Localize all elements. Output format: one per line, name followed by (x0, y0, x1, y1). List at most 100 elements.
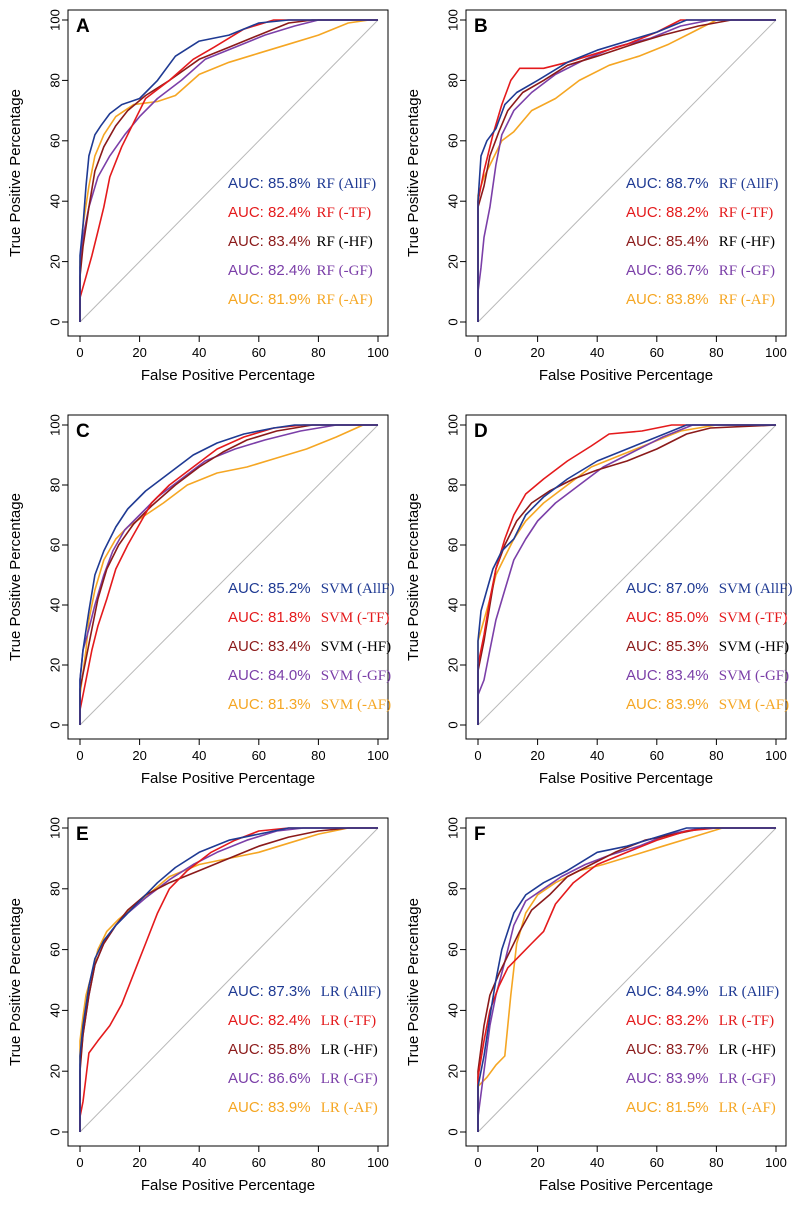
x-tick-label: 80 (709, 748, 723, 763)
x-tick-label: 20 (132, 748, 146, 763)
x-tick-label: 40 (192, 1155, 206, 1170)
roc-curve-af (79, 19, 378, 322)
chance-diagonal (477, 19, 777, 323)
y-tick-label: 20 (445, 254, 460, 268)
x-tick-label: 60 (650, 1155, 664, 1170)
legend-model-label: RF (AllF) (317, 176, 377, 192)
y-tick-label: 60 (445, 538, 460, 552)
x-tick-label: 40 (590, 345, 604, 360)
roc-curve-tf (477, 424, 776, 725)
roc-curve-gf (477, 827, 776, 1132)
legend-auc: AUC: 85.2% (228, 580, 315, 597)
plot-frame (465, 9, 787, 337)
roc-curve-hf (79, 424, 378, 725)
y-tick-label: 100 (445, 414, 460, 436)
x-axis-label: False Positive Percentage (141, 1177, 315, 1194)
legend-model-label: LR (-HF) (321, 1042, 378, 1058)
x-tick-label: 60 (252, 1155, 266, 1170)
x-tick-label: 40 (192, 748, 206, 763)
roc-panel-e: 0 20 40 60 80 100 0 20 40 60 80 100 False Positive P… (7, 817, 389, 1194)
x-tick-label: 20 (530, 345, 544, 360)
legend-model-label: SVM (-TF) (719, 610, 788, 626)
x-tick-label: 100 (765, 748, 787, 763)
legend-model-label: SVM (-AF) (321, 697, 391, 713)
y-tick-label: 40 (47, 1003, 62, 1017)
roc-curve-allf (477, 827, 776, 1132)
y-tick-label: 80 (47, 73, 62, 87)
legend-auc: AUC: 81.5% (626, 1099, 713, 1116)
legend-auc: AUC: 85.8% (228, 175, 311, 192)
x-tick-label: 60 (252, 748, 266, 763)
y-tick-label: 20 (47, 1064, 62, 1078)
legend-model-label: SVM (AllF) (719, 581, 793, 597)
legend-model-label: SVM (-HF) (719, 639, 789, 655)
y-tick-label: 80 (445, 478, 460, 492)
plot-frame (465, 817, 787, 1147)
y-tick-label: 40 (445, 598, 460, 612)
roc-panel-d: 0 20 40 60 80 100 0 20 40 60 80 100 False Positive P… (405, 414, 792, 787)
y-tick-label: 100 (47, 817, 62, 839)
y-tick-label: 20 (445, 1064, 460, 1078)
x-tick-label: 100 (765, 1155, 787, 1170)
x-tick-label: 100 (367, 748, 389, 763)
legend-model-label: SVM (-AF) (719, 697, 789, 713)
y-axis-label: True Positive Percentage (405, 493, 422, 661)
legend-auc: AUC: 83.8% (626, 291, 713, 308)
y-tick-label: 100 (445, 9, 460, 31)
legend-entry-af: AUC: 81.9% RF (-AF) (228, 291, 373, 308)
roc-curve-allf (79, 827, 378, 1132)
legend-auc: AUC: 81.9% (228, 291, 311, 308)
legend-model-label: SVM (-HF) (321, 639, 391, 655)
legend-auc: AUC: 81.3% (228, 696, 315, 713)
legend-auc: AUC: 88.7% (626, 175, 713, 192)
roc-curve-gf (477, 19, 776, 322)
y-tick-label: 80 (47, 882, 62, 896)
legend-entry-gf: AUC: 83.9% LR (-GF) (626, 1070, 776, 1087)
legend-entry-hf: AUC: 85.3% SVM (-HF) (626, 638, 789, 655)
x-tick-label: 100 (765, 345, 787, 360)
roc-curve-hf (79, 19, 378, 322)
plot-frame (465, 414, 787, 740)
y-axis-label: True Positive Percentage (7, 898, 24, 1066)
y-tick-label: 60 (47, 134, 62, 148)
legend-auc: AUC: 83.9% (626, 1070, 713, 1087)
legend-auc: AUC: 83.9% (228, 1099, 315, 1116)
legend-entry-af: AUC: 83.8% RF (-AF) (626, 291, 775, 308)
legend-auc: AUC: 83.4% (228, 233, 311, 250)
legend-model-label: LR (-GF) (321, 1071, 378, 1087)
x-tick-label: 60 (252, 345, 266, 360)
legend-entry-gf: AUC: 86.6% LR (-GF) (228, 1070, 378, 1087)
roc-curve-gf (79, 424, 378, 725)
legend-entry-tf: AUC: 81.8% SVM (-TF) (228, 609, 389, 626)
y-tick-label: 100 (445, 817, 460, 839)
roc-panel-c: 0 20 40 60 80 100 0 20 40 60 80 100 False Positive P… (7, 414, 394, 787)
legend-entry-allf: AUC: 88.7% RF (AllF) (626, 175, 778, 192)
y-tick-label: 100 (47, 414, 62, 436)
x-tick-label: 40 (590, 748, 604, 763)
y-tick-label: 60 (47, 538, 62, 552)
roc-curve-gf (477, 424, 776, 725)
legend-auc: AUC: 83.7% (626, 1041, 713, 1058)
legend-auc: AUC: 84.0% (228, 667, 315, 684)
legend-auc: AUC: 83.2% (626, 1012, 713, 1029)
legend-auc: AUC: 83.9% (626, 696, 713, 713)
legend-model-label: RF (-GF) (317, 263, 373, 279)
y-tick-label: 40 (445, 1003, 460, 1017)
legend-auc: AUC: 85.4% (626, 233, 713, 250)
panel-letter: B (474, 16, 488, 37)
legend-entry-tf: AUC: 82.4% RF (-TF) (228, 204, 371, 221)
legend-model-label: RF (-AF) (317, 292, 373, 308)
x-tick-label: 20 (530, 748, 544, 763)
x-tick-label: 0 (474, 345, 481, 360)
x-tick-label: 0 (474, 1155, 481, 1170)
legend-entry-hf: AUC: 85.8% LR (-HF) (228, 1041, 378, 1058)
roc-curve-af (79, 827, 378, 1132)
roc-panel-f: 0 20 40 60 80 100 0 20 40 60 80 100 False Positive P… (405, 817, 787, 1194)
x-tick-label: 80 (311, 345, 325, 360)
x-tick-label: 40 (590, 1155, 604, 1170)
legend-model-label: LR (-AF) (321, 1100, 378, 1116)
legend-entry-af: AUC: 83.9% LR (-AF) (228, 1099, 378, 1116)
roc-curve-allf (477, 19, 776, 322)
legend-entry-tf: AUC: 83.2% LR (-TF) (626, 1012, 774, 1029)
y-axis-label: True Positive Percentage (7, 493, 24, 661)
